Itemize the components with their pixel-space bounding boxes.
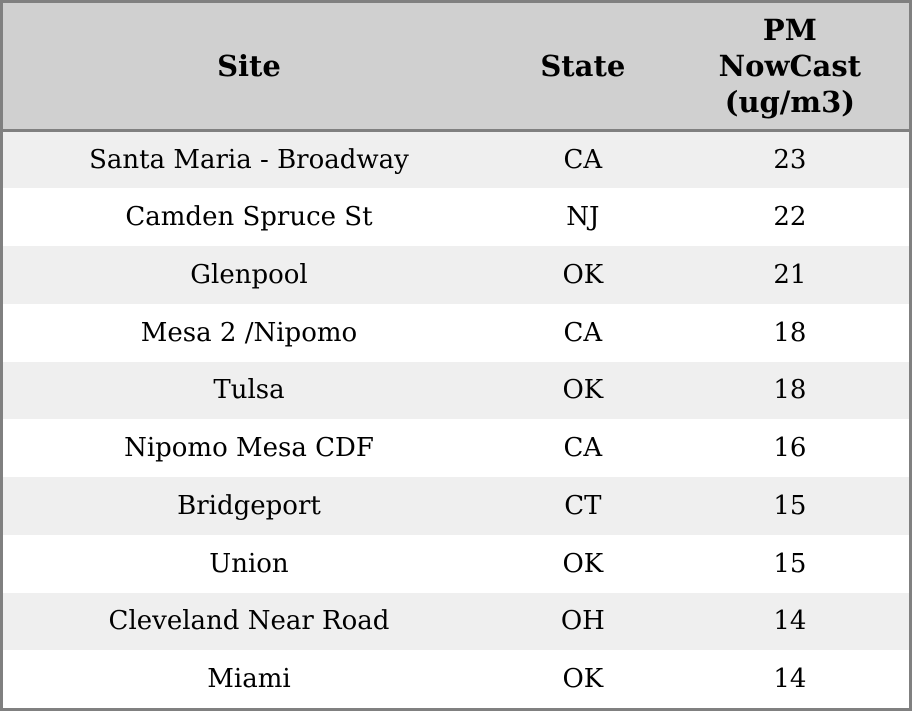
- pm-cell: 18: [773, 375, 807, 406]
- site-cell: Glenpool: [190, 259, 308, 290]
- column-header-pm-nowcast: PM NowCast (ug/m3): [670, 3, 909, 132]
- pm-cell: 16: [773, 433, 807, 464]
- header-row: Site State PM NowCast (ug/m3): [3, 3, 909, 132]
- table-row: Miami OK 14: [3, 650, 909, 708]
- state-cell: OK: [562, 548, 604, 579]
- site-cell: Tulsa: [213, 375, 285, 406]
- state-cell: CT: [564, 490, 602, 521]
- pm-cell: 15: [773, 548, 807, 579]
- state-cell: CA: [563, 145, 603, 176]
- table-row: Bridgeport CT 15: [3, 477, 909, 535]
- state-cell: OK: [562, 664, 604, 695]
- site-cell: Nipomo Mesa CDF: [124, 433, 374, 464]
- site-cell: Santa Maria - Broadway: [89, 145, 409, 176]
- site-cell: Miami: [207, 664, 291, 695]
- table-row: Mesa 2 /Nipomo CA 18: [3, 303, 909, 362]
- site-cell: Cleveland Near Road: [108, 606, 390, 637]
- state-cell: CA: [563, 317, 603, 348]
- pm-cell: 23: [773, 145, 807, 176]
- pm-cell: 18: [773, 317, 807, 348]
- pm-nowcast-table: Site State PM NowCast (ug/m3) Santa Mari…: [3, 3, 909, 708]
- pm-cell: 14: [773, 606, 807, 637]
- table-header: Site State PM NowCast (ug/m3): [3, 3, 909, 132]
- site-cell: Camden Spruce St: [125, 202, 373, 233]
- table-body: Santa Maria - Broadway CA 23 Camden Spru…: [3, 130, 909, 708]
- pm-cell: 22: [773, 202, 807, 233]
- state-cell: CA: [563, 433, 603, 464]
- column-header-site: Site: [3, 3, 495, 132]
- state-cell: OK: [562, 259, 604, 290]
- site-cell: Mesa 2 /Nipomo: [140, 317, 358, 348]
- table-row: Nipomo Mesa CDF CA 16: [3, 419, 909, 477]
- table-row: Union OK 15: [3, 534, 909, 593]
- table-row: Camden Spruce St NJ 22: [3, 188, 909, 246]
- table-row: Santa Maria - Broadway CA 23: [3, 130, 909, 189]
- state-cell: OK: [562, 375, 604, 406]
- pm-cell: 14: [773, 664, 807, 695]
- site-cell: Bridgeport: [177, 490, 321, 521]
- state-cell: NJ: [566, 202, 600, 233]
- table-row: Cleveland Near Road OH 14: [3, 592, 909, 651]
- column-header-state: State: [494, 3, 671, 132]
- pm-cell: 15: [773, 490, 807, 521]
- state-cell: OH: [560, 606, 605, 637]
- pm-cell: 21: [773, 259, 807, 290]
- table-row: Glenpool OK 21: [3, 246, 909, 304]
- table-row: Tulsa OK 18: [3, 361, 909, 420]
- site-cell: Union: [209, 548, 289, 579]
